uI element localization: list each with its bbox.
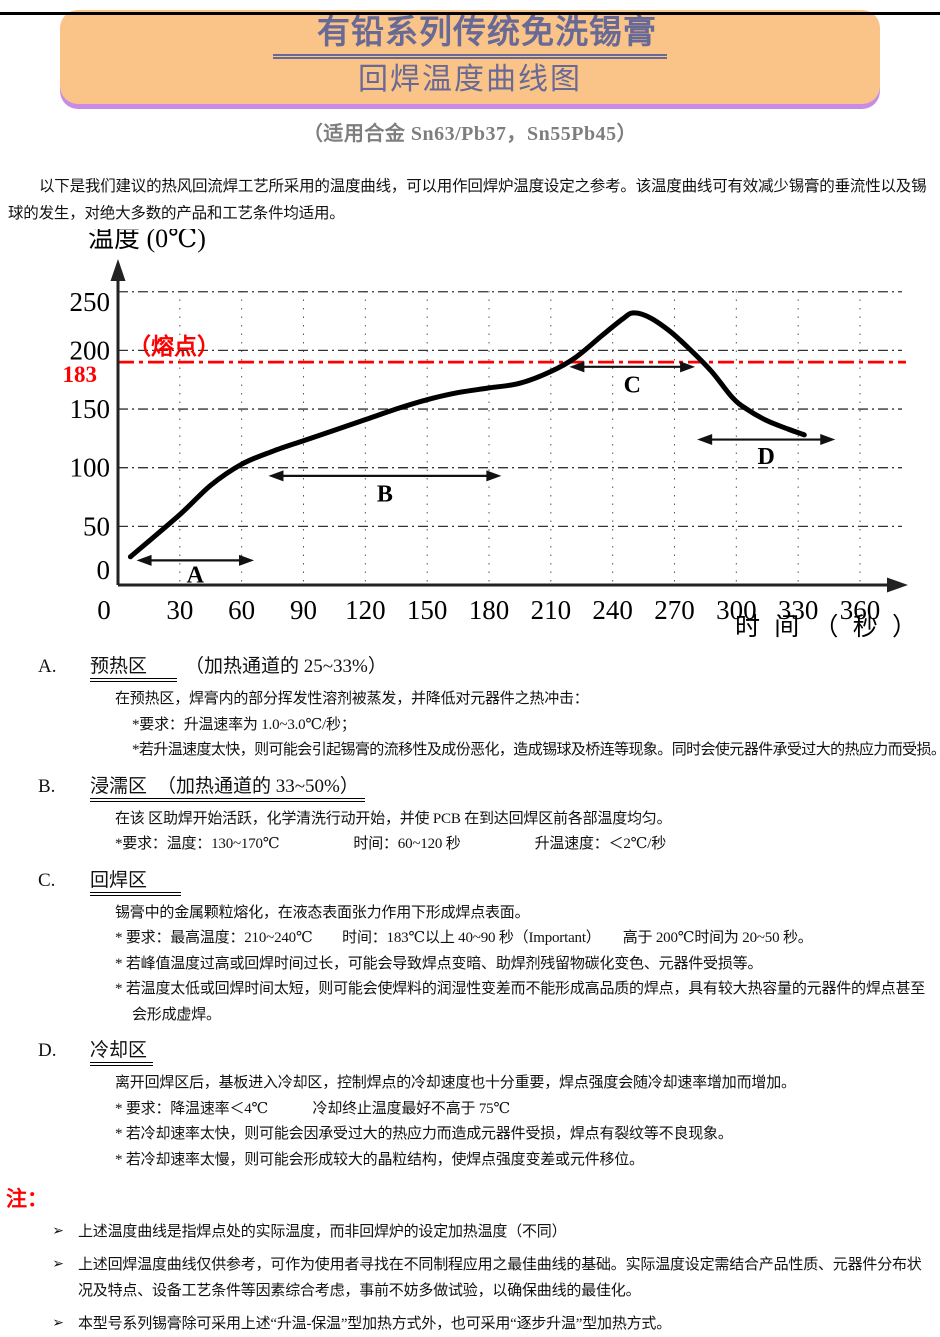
section-d-heading: D.冷却区 bbox=[38, 1035, 938, 1062]
section-a-title: 预热区 bbox=[90, 656, 177, 682]
page-title-line2: 回焊温度曲线图 bbox=[358, 59, 582, 101]
section-b-letter: B. bbox=[38, 776, 90, 798]
section-c-line: 锡膏中的金属颗粒熔化，在液态表面张力作用下形成焊点表面。 bbox=[115, 901, 938, 927]
section-d-line: * 要求：降温速率＜4℃ 冷却终止温度最好不高于 75℃ bbox=[115, 1097, 938, 1123]
y-tick-label: 250 bbox=[70, 287, 111, 317]
section-d-title: 冷却区 bbox=[90, 1040, 153, 1066]
section-c-line: * 要求：最高温度：210~240℃ 时间：183℃以上 40~90 秒（Imp… bbox=[115, 926, 938, 952]
temperature-curve bbox=[130, 313, 804, 557]
x-axis-arrowhead bbox=[887, 578, 908, 593]
section-a-line: 在预热区，焊膏内的部分挥发性溶剂被蒸发，并降低对元器件之热冲击： bbox=[115, 687, 938, 713]
section-c-body: 锡膏中的金属颗粒熔化，在液态表面张力作用下形成焊点表面。 * 要求：最高温度：2… bbox=[115, 901, 938, 1029]
section-c-title: 回焊区 bbox=[90, 870, 181, 896]
section-a-heading: A.预热区（加热通道的 25~33%） bbox=[38, 651, 938, 678]
section-b-heading: B.浸濡区（加热通道的 33~50%） bbox=[38, 771, 938, 798]
arrow-bullet-icon: ➢ bbox=[38, 1252, 78, 1305]
title-bold-part: 有铅 bbox=[317, 15, 385, 51]
section-c-line: * 若峰值温度过高或回焊时间过长，可能会导致焊点变暗、助焊剂残留物碳化变色、元器… bbox=[115, 952, 938, 978]
notes-heading: 注： bbox=[6, 1183, 940, 1213]
x-tick-label: 60 bbox=[228, 595, 255, 625]
page-top-rule bbox=[0, 12, 940, 15]
zone-label-D: D bbox=[758, 444, 775, 470]
note-text: 上述回焊温度曲线仅供参考，可作为使用者寻找在不同制程应用之最佳曲线的基础。实际温… bbox=[78, 1252, 934, 1305]
arrow-bullet-icon: ➢ bbox=[38, 1311, 78, 1337]
section-b-title-suffix: （加热通道的 33~50%） bbox=[157, 776, 359, 797]
y-tick-label: 100 bbox=[70, 453, 111, 483]
section-a-line: *要求：升温速率为 1.0~3.0℃/秒； bbox=[115, 713, 938, 739]
x-tick-label: 150 bbox=[407, 595, 448, 625]
section-c: C.回焊区 锡膏中的金属颗粒熔化，在液态表面张力作用下形成焊点表面。 * 要求：… bbox=[38, 865, 938, 1029]
note-item: ➢ 上述温度曲线是指焊点处的实际温度，而非回焊炉的设定加热温度（不同） bbox=[38, 1219, 934, 1246]
note-text: 本型号系列锡膏除可采用上述“升温-保温”型加热方式外，也可采用“逐步升温”型加热… bbox=[78, 1311, 934, 1337]
reflow-temperature-profile-chart: （熔点） 183 A B C D 0 50 100 150 200 250 0 30 60 90 120 150 1… bbox=[0, 229, 940, 639]
section-d-line: 离开回焊区后，基板进入冷却区，控制焊点的冷却速度也十分重要，焊点强度会随冷却速率… bbox=[115, 1071, 938, 1097]
x-tick-label: 90 bbox=[290, 595, 317, 625]
y-tick-label: 150 bbox=[70, 394, 111, 424]
note-item: ➢ 本型号系列锡膏除可采用上述“升温-保温”型加热方式外，也可采用“逐步升温”型… bbox=[38, 1311, 934, 1337]
x-axis-title: 时 间 （ 秒 ） bbox=[735, 613, 921, 639]
section-c-heading: C.回焊区 bbox=[38, 865, 938, 892]
section-c-letter: C. bbox=[38, 870, 90, 892]
section-d-body: 离开回焊区后，基板进入冷却区，控制焊点的冷却速度也十分重要，焊点强度会随冷却速率… bbox=[115, 1071, 938, 1173]
x-tick-label: 210 bbox=[531, 595, 572, 625]
note-item: ➢ 上述回焊温度曲线仅供参考，可作为使用者寻找在不同制程应用之最佳曲线的基础。实… bbox=[38, 1252, 934, 1305]
x-tick-label: 180 bbox=[469, 595, 510, 625]
x-tick-label: 30 bbox=[166, 595, 193, 625]
note-text: 上述温度曲线是指焊点处的实际温度，而非回焊炉的设定加热温度（不同） bbox=[78, 1219, 934, 1246]
zone-arrowhead bbox=[137, 555, 152, 566]
section-b-title: 浸濡区（加热通道的 33~50%） bbox=[90, 776, 365, 802]
x-tick-label: 270 bbox=[654, 595, 695, 625]
intro-paragraph: 以下是我们建议的热风回流焊工艺所采用的温度曲线，可以用作回焊炉温度设定之参考。该… bbox=[8, 173, 932, 227]
section-d: D.冷却区 离开回焊区后，基板进入冷却区，控制焊点的冷却速度也十分重要，焊点强度… bbox=[38, 1035, 938, 1173]
zone-label-C: C bbox=[624, 372, 641, 398]
melting-point-value: 183 bbox=[63, 362, 98, 387]
zone-label-B: B bbox=[377, 482, 393, 508]
zone-arrowhead bbox=[697, 434, 712, 445]
section-d-letter: D. bbox=[38, 1040, 90, 1062]
x-tick-label: 240 bbox=[592, 595, 633, 625]
section-c-line: * 若温度太低或回焊时间太短，则可能会使焊料的润湿性变差而不能形成高品质的焊点，… bbox=[115, 977, 938, 1028]
arrow-bullet-icon: ➢ bbox=[38, 1219, 78, 1246]
section-b: B.浸濡区（加热通道的 33~50%） 在该 区助焊开始活跃，化学清洗行动开始，… bbox=[38, 771, 938, 858]
x-tick-label: 0 bbox=[97, 595, 111, 625]
y-tick-label: 200 bbox=[70, 335, 111, 365]
melting-point-label: （熔点） bbox=[128, 333, 220, 359]
y-axis-arrowhead bbox=[111, 259, 126, 281]
section-a-line: *若升温速度太快，则可能会引起锡膏的流移性及成份恶化，造成锡球及桥连等现象。同时… bbox=[115, 738, 938, 764]
zone-arrowhead bbox=[239, 555, 254, 566]
section-a-title-suffix: （加热通道的 25~33%） bbox=[185, 656, 387, 677]
chart-area: （熔点） 183 A B C D 0 50 100 150 200 250 0 30 60 90 120 150 1… bbox=[0, 229, 940, 644]
section-d-line: * 若冷却速率太慢，则可能会形成较大的晶粒结构，使焊点强度变差或元件移位。 bbox=[115, 1148, 938, 1174]
section-a: A.预热区（加热通道的 25~33%） 在预热区，焊膏内的部分挥发性溶剂被蒸发，… bbox=[38, 651, 938, 764]
zone-arrowhead bbox=[486, 470, 501, 481]
section-b-line: 在该 区助焊开始活跃，化学清洗行动开始，并使 PCB 在到达回焊区前各部温度均匀… bbox=[115, 807, 938, 833]
y-axis-title: 温度 (0℃) bbox=[88, 229, 206, 253]
zone-arrowhead bbox=[268, 470, 283, 481]
section-b-body: 在该 区助焊开始活跃，化学清洗行动开始，并使 PCB 在到达回焊区前各部温度均匀… bbox=[115, 807, 938, 858]
section-b-line: *要求：温度：130~170℃ 时间：60~120 秒 升温速度：＜2℃/秒 bbox=[115, 832, 938, 858]
zone-arrowhead bbox=[820, 434, 835, 445]
page-title-line1: 有铅系列传统免洗锡膏 bbox=[273, 13, 667, 59]
section-a-letter: A. bbox=[38, 656, 90, 678]
section-a-body: 在预热区，焊膏内的部分挥发性溶剂被蒸发，并降低对元器件之热冲击： *要求：升温速… bbox=[115, 687, 938, 764]
alloy-subtitle: （适用合金 Sn63/Pb37，Sn55Pb45） bbox=[0, 117, 940, 146]
zone-label-A: A bbox=[187, 562, 205, 588]
x-tick-label: 120 bbox=[345, 595, 386, 625]
y-tick-label: 50 bbox=[83, 511, 110, 541]
title-banner: 有铅系列传统免洗锡膏 回焊温度曲线图 bbox=[60, 10, 880, 104]
y-tick-label: 0 bbox=[97, 555, 111, 585]
title-rest-part: 系列传统免洗锡膏 bbox=[385, 15, 657, 51]
section-d-line: * 若冷却速率太快，则可能会因承受过大的热应力而造成元器件受损，焊点有裂纹等不良… bbox=[115, 1122, 938, 1148]
